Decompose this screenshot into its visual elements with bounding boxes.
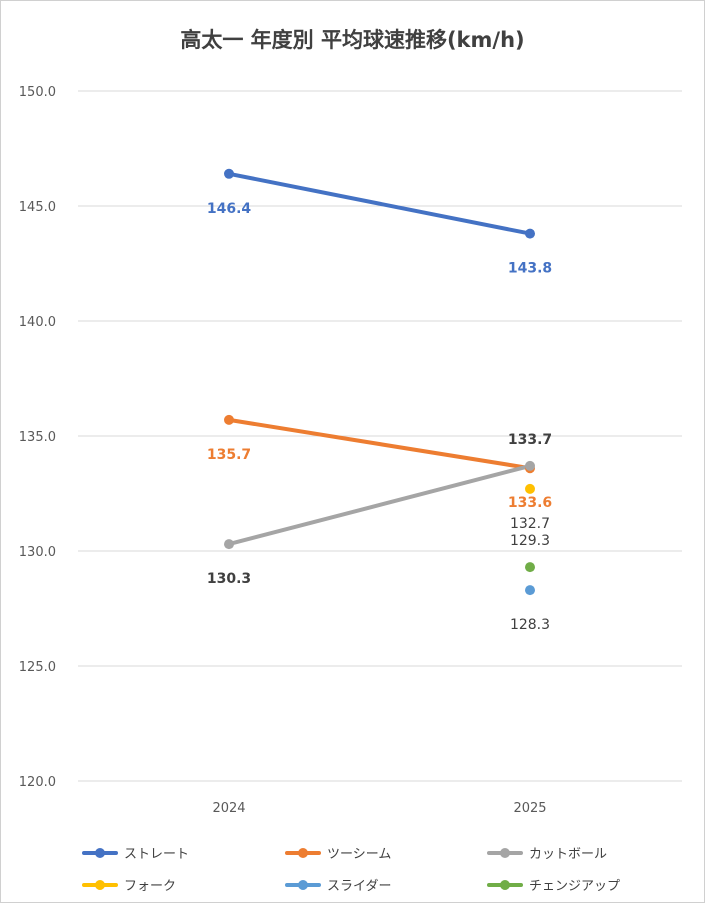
chart-title: 高太一 年度別 平均球速推移(km/h) <box>180 28 525 52</box>
legend-item: チェンジアップ <box>485 875 620 894</box>
series-line <box>227 417 532 471</box>
y-tick-label: 150.0 <box>19 85 56 100</box>
legend-label: ツーシーム <box>327 847 392 862</box>
legend-swatch-icon <box>485 844 525 862</box>
y-tick-label: 140.0 <box>19 315 56 330</box>
legend-swatch-icon <box>283 844 323 862</box>
y-tick-label: 135.0 <box>19 430 56 445</box>
legend-swatch-icon <box>80 844 120 862</box>
y-tick-label: 130.0 <box>19 545 56 560</box>
data-label: 132.7 <box>510 516 550 532</box>
data-label: 143.8 <box>508 261 552 277</box>
legend-item: カットボール <box>485 843 607 862</box>
legend-label: ストレート <box>124 847 190 862</box>
data-label: 133.6 <box>508 495 552 511</box>
legend-label: スライダー <box>327 879 392 894</box>
data-point <box>525 228 535 239</box>
legend-item: スライダー <box>283 875 391 894</box>
legend-swatch-icon <box>485 876 525 894</box>
series-line <box>227 171 532 236</box>
legend-swatch-icon <box>283 876 323 894</box>
legend-swatch-icon <box>80 876 120 894</box>
data-label: 130.3 <box>207 571 251 587</box>
y-tick-label: 120.0 <box>19 775 56 790</box>
legend-label: カットボール <box>529 847 608 862</box>
data-point <box>525 585 535 596</box>
data-point <box>525 483 535 494</box>
data-point <box>224 414 234 425</box>
data-label: 135.7 <box>207 447 251 463</box>
legend-item: ツーシーム <box>283 843 391 862</box>
y-tick-label: 125.0 <box>19 660 56 675</box>
data-label: 129.3 <box>510 533 550 549</box>
data-label: 146.4 <box>207 201 252 217</box>
data-label: 133.7 <box>508 432 552 448</box>
legend-label: チェンジアップ <box>529 879 621 894</box>
data-label: 128.3 <box>510 617 550 633</box>
series-line <box>227 463 532 547</box>
legend-item: ストレート <box>80 843 189 862</box>
legend-label: フォーク <box>124 879 177 894</box>
data-point <box>525 562 535 573</box>
data-point <box>224 539 234 550</box>
legend-item: フォーク <box>80 875 176 894</box>
data-point <box>224 168 234 179</box>
x-tick-label: 2025 <box>513 801 546 816</box>
data-point <box>525 460 535 471</box>
x-tick-label: 2024 <box>212 801 245 816</box>
y-tick-label: 145.0 <box>19 200 56 215</box>
